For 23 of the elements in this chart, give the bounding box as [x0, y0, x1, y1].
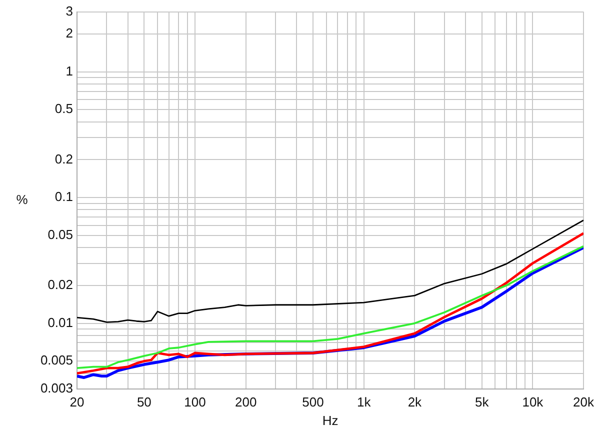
- y-tick-label: 0.1: [54, 189, 73, 204]
- x-tick-label: 10k: [522, 394, 544, 410]
- y-tick-label: 0.5: [54, 101, 73, 116]
- y-tick-label: 0.02: [48, 276, 73, 292]
- x-tick-label: 500: [302, 394, 324, 410]
- y-axis-title: %: [16, 192, 28, 207]
- x-tick-label: 50: [136, 394, 152, 410]
- x-tick-label: 20k: [573, 394, 594, 410]
- x-tick-label: 1k: [356, 394, 372, 410]
- x-tick-label: 20: [70, 394, 84, 410]
- x-tick-label: 2k: [408, 394, 422, 410]
- x-tick-label: 5k: [475, 394, 490, 410]
- y-tick-label: 0.003: [40, 380, 73, 396]
- y-tick-label: 0.005: [40, 352, 73, 368]
- y-tick-label: 0.2: [54, 151, 73, 166]
- y-tick-label: 3: [66, 3, 73, 18]
- x-tick-label: 200: [234, 394, 257, 410]
- x-tick-label: 100: [184, 394, 206, 410]
- x-axis-title: Hz: [322, 412, 338, 428]
- y-tick-label: 2: [66, 26, 73, 41]
- y-tick-label: 1: [66, 63, 73, 78]
- y-tick-label: 0.01: [48, 314, 73, 330]
- y-tick-label: 0.05: [48, 226, 73, 242]
